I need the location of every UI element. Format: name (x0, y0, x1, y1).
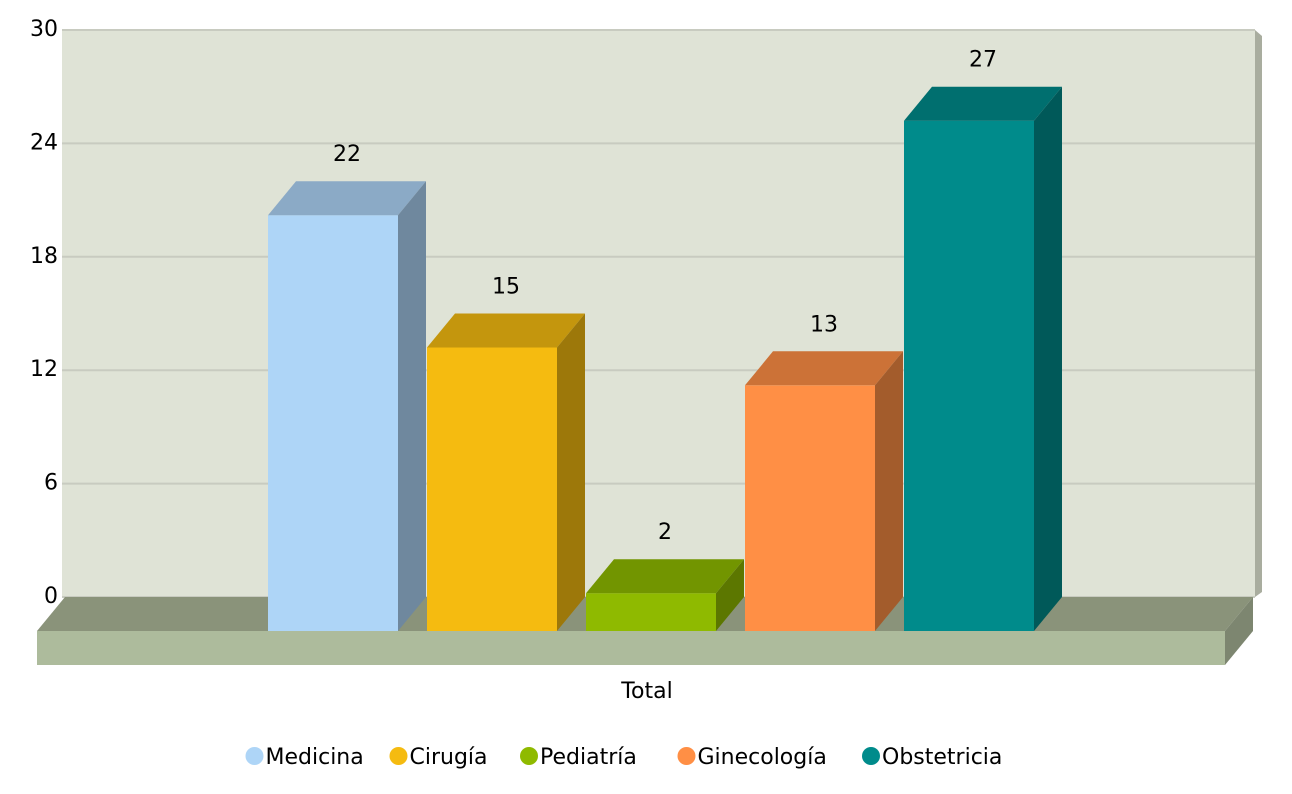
bar-top (268, 181, 426, 216)
y-tick-label: 18 (30, 244, 58, 269)
legend-marker (245, 747, 264, 765)
data-label: 27 (969, 48, 997, 73)
wall-side (1255, 30, 1262, 597)
data-label: 22 (333, 142, 361, 167)
legend-label: Medicina (266, 745, 364, 770)
y-tick-label: 6 (44, 471, 58, 496)
bar-top (745, 351, 903, 386)
floor-front (37, 631, 1225, 665)
legend-marker (389, 747, 408, 765)
bar (904, 120, 1034, 631)
bar-side (557, 313, 585, 631)
bar (427, 347, 557, 631)
bar-top (586, 559, 744, 594)
legend-marker (520, 747, 538, 765)
legend-label: Cirugía (410, 745, 488, 770)
bar-top (427, 313, 585, 348)
y-tick-label: 24 (30, 130, 58, 155)
data-label: 2 (658, 520, 672, 545)
bar (586, 593, 716, 631)
bar-side (875, 351, 903, 631)
back-wall (62, 30, 1255, 597)
y-tick-label: 0 (44, 584, 58, 609)
legend-marker (862, 747, 880, 765)
legend-marker (677, 747, 696, 765)
legend-label: Ginecología (698, 745, 827, 770)
legend-label: Pediatría (540, 745, 637, 770)
bar-side (1034, 86, 1062, 631)
y-tick-label: 30 (30, 17, 58, 42)
bar (268, 215, 398, 631)
data-label: 13 (810, 312, 838, 337)
y-tick-label: 12 (30, 357, 58, 382)
data-label: 15 (492, 275, 520, 300)
bar (745, 385, 875, 631)
floor-side (1225, 597, 1253, 665)
legend-label: Obstetricia (882, 745, 1002, 770)
bar-side (398, 181, 426, 631)
category-label: Total (620, 679, 672, 704)
bar-top (904, 86, 1062, 121)
bar-side (716, 559, 744, 631)
